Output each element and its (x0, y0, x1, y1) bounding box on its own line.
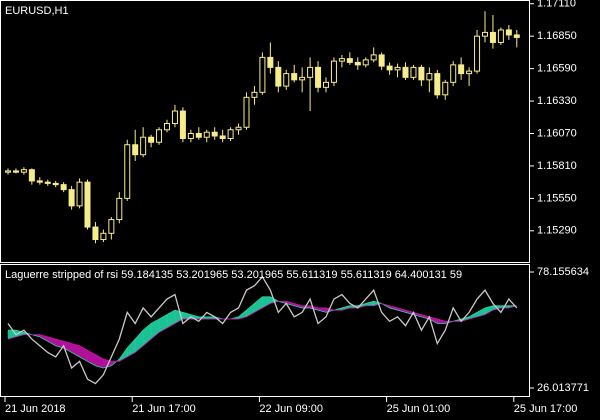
main-pane (0, 0, 530, 263)
y-tick-label: 1.15290 (537, 225, 577, 237)
candle-body (44, 181, 51, 184)
candle-body (338, 58, 345, 62)
candle-body (187, 132, 194, 139)
candle-body (179, 110, 186, 139)
candle-body (171, 110, 178, 125)
x-tick-label: 25 Jun 01:00 (387, 403, 451, 415)
y-tick-label: 1.17110 (537, 0, 576, 10)
candle-body (84, 181, 91, 228)
y-tick-label: 1.16850 (537, 30, 577, 42)
candle-body (140, 136, 147, 156)
candle-body (132, 144, 139, 156)
candle-body (164, 123, 170, 131)
candle-body (28, 169, 35, 182)
candle-body (235, 126, 242, 131)
candle-body (283, 73, 290, 87)
chart-title: EURUSD,H1 (5, 5, 69, 17)
candle-body (474, 35, 481, 72)
x-tick-label: 21 Jun 2018 (5, 403, 66, 415)
y-tick-label: 26.013771 (537, 382, 589, 394)
y-tick-label: 1.15550 (537, 192, 577, 204)
candle-body (330, 60, 337, 83)
candle-body (466, 70, 473, 75)
candle-body (195, 132, 202, 138)
candle-body (124, 144, 131, 199)
candle-body (12, 170, 19, 173)
candle-body (219, 135, 226, 139)
indicator-line (7, 300, 517, 362)
candle-body (346, 58, 353, 63)
candle-body (203, 131, 210, 138)
candle-body (434, 73, 441, 96)
candle-body (410, 66, 417, 78)
candle-body (497, 29, 504, 43)
y-tick-label: 78.155634 (537, 266, 589, 278)
y-tick-label: 1.15810 (537, 160, 577, 172)
candle-body (450, 64, 457, 83)
candle-body (76, 181, 83, 207)
candle-body (323, 81, 329, 88)
candle-body (402, 66, 409, 78)
candle-body (513, 34, 520, 38)
y-tick-label: 1.16330 (537, 95, 577, 107)
candle-body (156, 129, 163, 143)
candle-body (442, 81, 449, 96)
x-tick-label: 21 Jun 17:00 (132, 403, 196, 415)
candle-body (108, 219, 115, 234)
candle-body (378, 54, 385, 67)
candle-body (482, 31, 488, 37)
candle-body (299, 76, 306, 81)
x-tick-label: 25 Jun 17:00 (514, 403, 578, 415)
candle-body (315, 66, 322, 88)
candle-body (362, 59, 369, 66)
candle-body (5, 170, 11, 173)
indicator-title: Laguerre stripped of rsi 59.184135 53.20… (5, 269, 462, 281)
candle-body (354, 61, 361, 66)
candle-body (275, 66, 282, 87)
candle-body (267, 56, 274, 68)
candle-body (92, 226, 99, 241)
candle-body (36, 180, 43, 183)
candle-body (211, 131, 218, 137)
candle-body (68, 189, 75, 207)
candle-body (227, 129, 234, 139)
candle-body (148, 136, 155, 143)
candle-body (116, 197, 123, 221)
candle-body (259, 56, 266, 93)
candle-body (418, 66, 425, 81)
indicator-pane (0, 264, 530, 397)
candle-body (243, 96, 250, 128)
candle-body (505, 29, 512, 36)
candle-body (52, 182, 59, 186)
indicator-line (8, 296, 517, 369)
candle-body (291, 73, 298, 81)
candle-body (370, 54, 377, 61)
candle-body (100, 232, 107, 241)
candle-body (394, 66, 401, 71)
candle-body (489, 31, 496, 43)
indicator-line (7, 275, 518, 385)
candle-body (20, 169, 27, 173)
candle-body (458, 64, 465, 75)
candle-body (307, 66, 314, 78)
candle-body (60, 184, 67, 191)
candle-body (426, 73, 433, 81)
y-tick-label: 1.16070 (537, 127, 577, 139)
candle-body (251, 91, 258, 98)
x-tick-label: 22 Jun 09:00 (259, 403, 323, 415)
candle-body (386, 65, 393, 71)
y-tick-label: 1.16590 (537, 63, 577, 75)
